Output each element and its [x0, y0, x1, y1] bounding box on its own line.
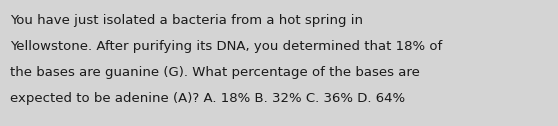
Text: You have just isolated a bacteria from a hot spring in: You have just isolated a bacteria from a…	[10, 14, 363, 27]
Text: Yellowstone. After purifying its DNA, you determined that 18% of: Yellowstone. After purifying its DNA, yo…	[10, 40, 442, 53]
Text: the bases are guanine (G). What percentage of the bases are: the bases are guanine (G). What percenta…	[10, 66, 420, 79]
Text: expected to be adenine (A)? A. 18% B. 32% C. 36% D. 64%: expected to be adenine (A)? A. 18% B. 32…	[10, 92, 405, 105]
